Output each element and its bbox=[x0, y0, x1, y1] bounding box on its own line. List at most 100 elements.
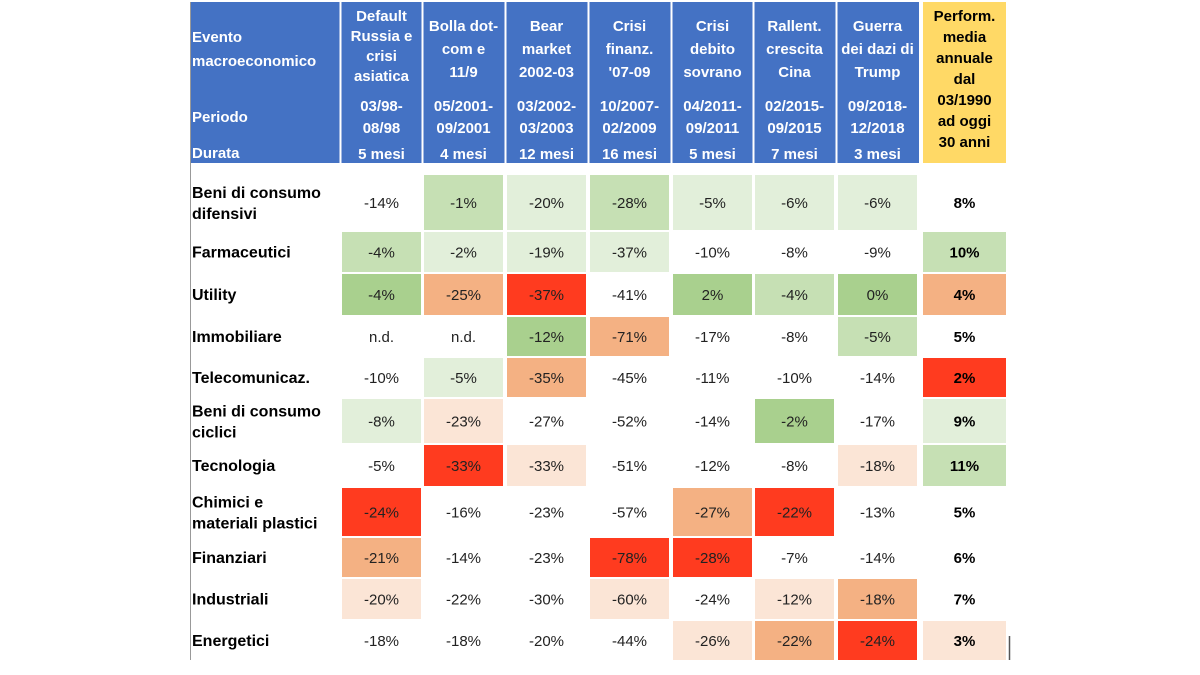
heatmap-cell bbox=[342, 488, 421, 536]
cell-value: -27% bbox=[695, 505, 730, 522]
cell-value: -16% bbox=[446, 505, 481, 522]
avg-value: 5% bbox=[954, 329, 976, 346]
heatmap-cell bbox=[838, 579, 917, 619]
cell-value: -52% bbox=[612, 414, 647, 431]
avg-value: 10% bbox=[949, 245, 979, 262]
avg-value: 4% bbox=[954, 287, 976, 304]
cell-value: -18% bbox=[364, 633, 399, 650]
heatmap-cell bbox=[673, 538, 752, 577]
event-duration: 5 mesi bbox=[358, 146, 405, 163]
heatmap-cell bbox=[755, 175, 834, 230]
heatmap-cell bbox=[590, 175, 669, 230]
sector-label: Energetici bbox=[192, 633, 269, 650]
event-name: com e bbox=[442, 41, 485, 58]
event-period: 04/2011- bbox=[683, 98, 741, 115]
cell-value: -18% bbox=[446, 633, 481, 650]
heatmap-cell bbox=[838, 445, 917, 486]
cell-value: -71% bbox=[612, 329, 647, 346]
event-name: debito bbox=[690, 41, 735, 58]
cell-value: -33% bbox=[529, 458, 564, 475]
cell-value: -28% bbox=[612, 195, 647, 212]
event-name: Bolla dot- bbox=[429, 18, 498, 35]
cell-value: -8% bbox=[781, 329, 808, 346]
cell-value: -10% bbox=[777, 370, 812, 387]
sector-label: Chimici e bbox=[192, 495, 263, 512]
cell-value: -10% bbox=[364, 370, 399, 387]
heatmap-cell bbox=[755, 579, 834, 619]
cell-value: -19% bbox=[529, 245, 564, 262]
heatmap-cell bbox=[507, 232, 586, 272]
event-period: 03/2002- bbox=[517, 98, 576, 115]
event-name: '07-09 bbox=[609, 64, 651, 81]
event-period: 09/2001 bbox=[436, 120, 490, 137]
event-name: finanz. bbox=[606, 41, 654, 58]
cell-value: -8% bbox=[368, 414, 395, 431]
cell-value: -35% bbox=[529, 370, 564, 387]
event-label: Evento bbox=[192, 29, 242, 46]
cell-value: -9% bbox=[864, 245, 891, 262]
cell-value: -21% bbox=[364, 550, 399, 567]
avg-value: 6% bbox=[954, 550, 976, 567]
heatmap-cell bbox=[507, 358, 586, 397]
cell-value: -4% bbox=[368, 287, 395, 304]
cell-value: -17% bbox=[860, 414, 895, 431]
avg-value: 8% bbox=[954, 195, 976, 212]
cell-value: -51% bbox=[612, 458, 647, 475]
event-period: 03/98- bbox=[360, 98, 403, 115]
event-name: Guerra bbox=[853, 18, 903, 35]
cell-value: -45% bbox=[612, 370, 647, 387]
cell-value: 0% bbox=[867, 287, 889, 304]
avg-cell bbox=[923, 274, 1006, 315]
cell-value: -60% bbox=[612, 592, 647, 609]
heatmap-cell bbox=[424, 175, 503, 230]
event-name: sovrano bbox=[683, 64, 741, 81]
cell-value: -14% bbox=[446, 550, 481, 567]
avg-value: 7% bbox=[954, 592, 976, 609]
sector-label: Finanziari bbox=[192, 550, 267, 567]
cell-value: -14% bbox=[860, 370, 895, 387]
sector-label: Telecomunicaz. bbox=[192, 370, 310, 387]
period-label: Periodo bbox=[192, 109, 248, 126]
sector-label: materiali plastici bbox=[192, 516, 317, 533]
heatmap-cell bbox=[590, 232, 669, 272]
cell-value: -24% bbox=[364, 505, 399, 522]
cell-value: -20% bbox=[529, 633, 564, 650]
event-name: 11/9 bbox=[449, 64, 477, 81]
heatmap-cell bbox=[838, 175, 917, 230]
cell-value: -14% bbox=[364, 195, 399, 212]
cell-value: -18% bbox=[860, 458, 895, 475]
heatmap-cell bbox=[590, 538, 669, 577]
avg-header-text: annuale bbox=[936, 50, 993, 67]
cell-value: -41% bbox=[612, 287, 647, 304]
cell-value: -5% bbox=[864, 329, 891, 346]
heatmap-cell bbox=[342, 399, 421, 443]
cell-value: -22% bbox=[446, 592, 481, 609]
sector-label: Immobiliare bbox=[192, 329, 282, 346]
event-name: dei dazi di bbox=[841, 41, 914, 58]
event-name: asiatica bbox=[354, 68, 410, 85]
heatmap-cell bbox=[755, 621, 834, 660]
event-name: crescita bbox=[766, 41, 823, 58]
cell-value: -5% bbox=[368, 458, 395, 475]
heatmap-cell bbox=[424, 399, 503, 443]
cell-value: -20% bbox=[364, 592, 399, 609]
event-name: 2002-03 bbox=[519, 64, 574, 81]
heatmap-cell bbox=[755, 274, 834, 315]
avg-cell bbox=[923, 399, 1006, 443]
cell-value: -23% bbox=[529, 505, 564, 522]
avg-cell bbox=[923, 358, 1006, 397]
event-duration: 3 mesi bbox=[854, 146, 901, 163]
sector-label: Tecnologia bbox=[192, 458, 275, 475]
cell-value: -18% bbox=[860, 592, 895, 609]
avg-header-text: dal bbox=[954, 71, 976, 88]
event-period: 02/2015- bbox=[765, 98, 824, 115]
event-name: Crisi bbox=[613, 18, 646, 35]
cell-value: -8% bbox=[781, 458, 808, 475]
cell-value: -2% bbox=[781, 414, 808, 431]
cell-value: -5% bbox=[450, 370, 477, 387]
avg-header-text: 30 anni bbox=[939, 134, 991, 151]
heatmap-cell bbox=[424, 274, 503, 315]
avg-header-text: ad oggi bbox=[938, 113, 991, 130]
cell-value: -57% bbox=[612, 505, 647, 522]
